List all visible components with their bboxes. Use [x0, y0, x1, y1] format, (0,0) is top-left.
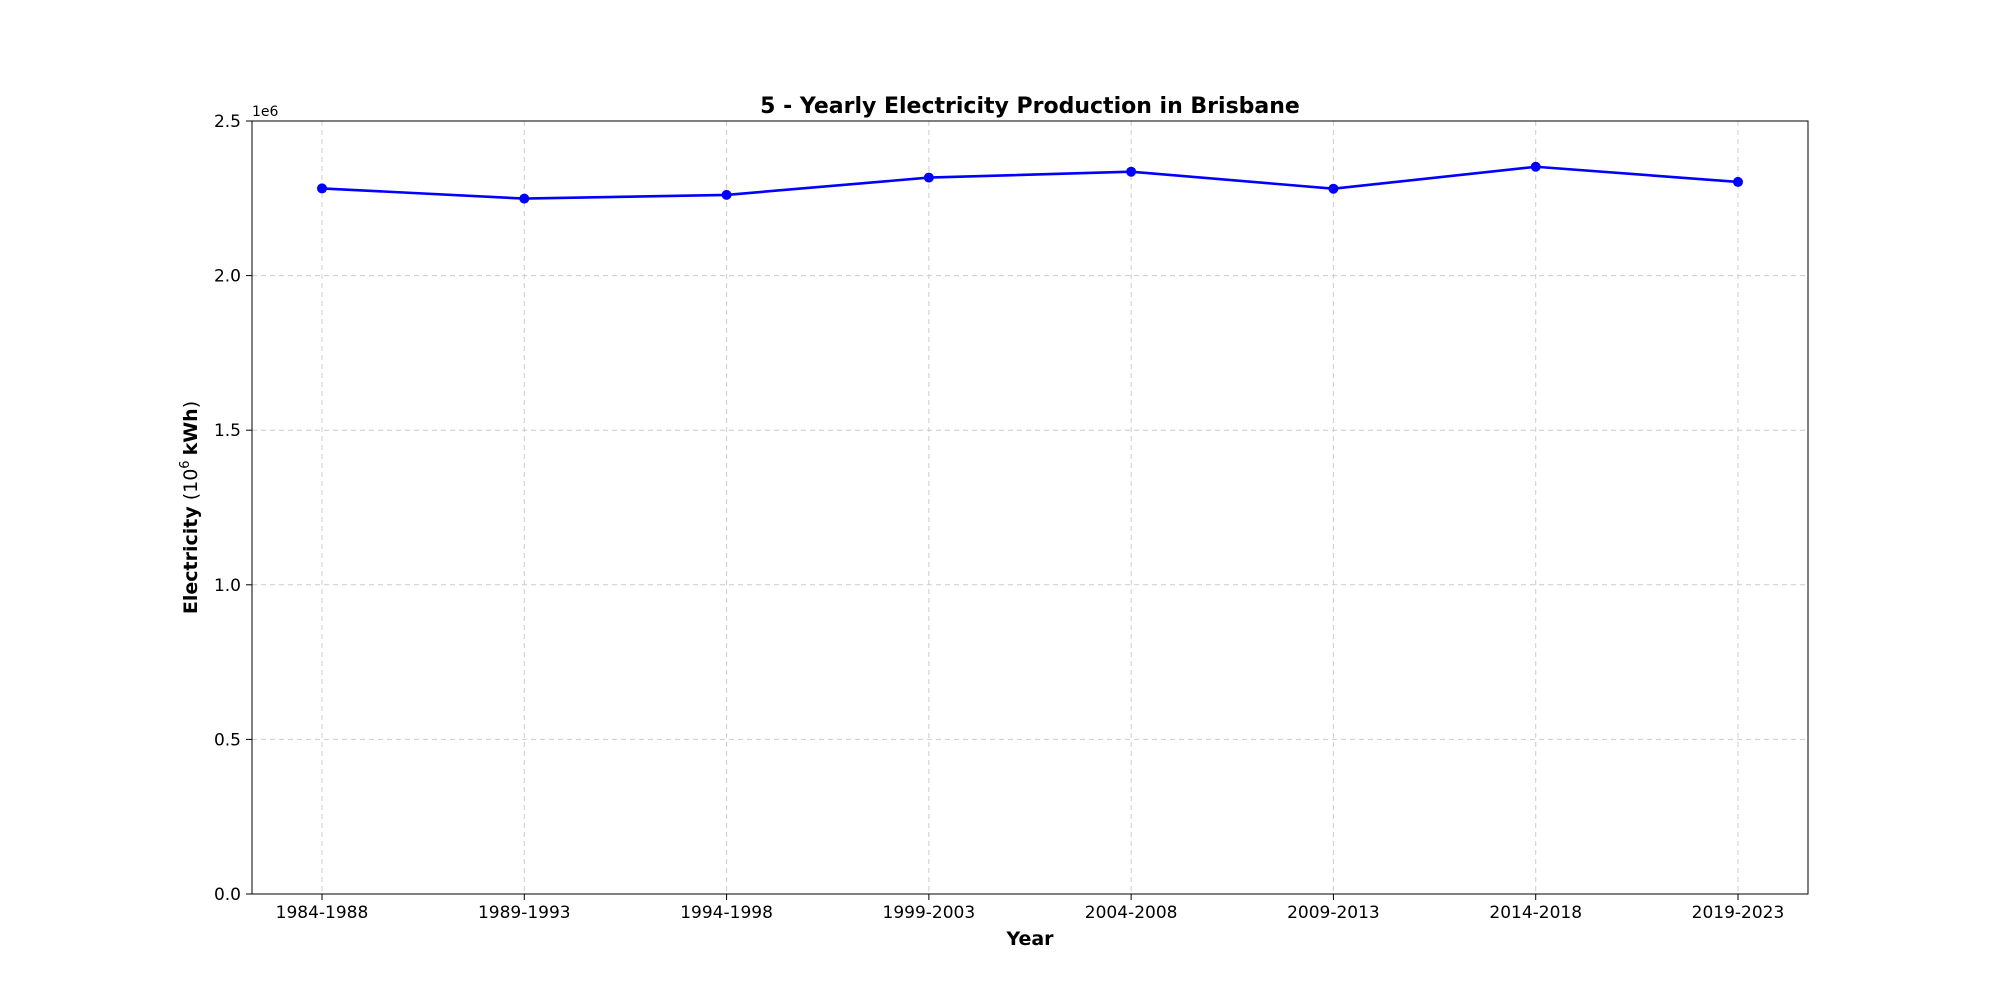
tick-layer: 0.0 0.5 1.0 1.5 2.0 2.5 1984-1988 1989-1993 1994… [214, 112, 1784, 923]
y-tick-label: 2.0 [214, 267, 241, 287]
y-axis-label-prefix: (10 [180, 469, 202, 501]
x-tick-label: 2014-2018 [1489, 903, 1582, 923]
x-tick-label: 2009-2013 [1287, 903, 1380, 923]
data-point [1733, 176, 1743, 187]
data-point [721, 189, 732, 200]
x-tick-label: 1999-2003 [883, 903, 976, 923]
data-point [519, 193, 530, 204]
series-layer [317, 161, 1743, 204]
y-axis-offset-label: 1e6 [252, 104, 279, 120]
y-axis-label: Electricity (106 kWh) [178, 401, 202, 614]
data-point [317, 183, 327, 194]
y-tick-label: 0.5 [214, 730, 241, 750]
y-axis-label-close: ) [180, 401, 202, 408]
y-axis-label-unit: kWh [180, 408, 202, 455]
y-tick-label: 1.0 [214, 576, 241, 596]
y-axis-label-text: Electricity [180, 506, 202, 614]
y-tick-label: 2.5 [214, 112, 241, 132]
data-point [923, 172, 934, 183]
x-tick-label: 1994-1998 [680, 903, 773, 923]
plot-area-frame [251, 120, 1809, 895]
x-tick-label: 1989-1993 [478, 903, 571, 923]
data-point [1126, 166, 1137, 177]
x-axis-label: Year [1005, 928, 1054, 950]
y-axis-label-exponent: 6 [178, 460, 193, 468]
y-tick-label: 1.5 [214, 421, 241, 441]
y-tick-label: 0.0 [214, 885, 241, 905]
x-tick-label: 2019-2023 [1692, 903, 1785, 923]
data-point [1328, 183, 1339, 194]
chart-title: 5 - Yearly Electricity Production in Bri… [760, 94, 1300, 119]
x-tick-label: 2004-2008 [1085, 903, 1178, 923]
series-line [321, 165, 1739, 200]
data-point [1530, 161, 1541, 172]
grid-layer [252, 120, 1808, 895]
x-tick-label: 1984-1988 [276, 903, 369, 923]
